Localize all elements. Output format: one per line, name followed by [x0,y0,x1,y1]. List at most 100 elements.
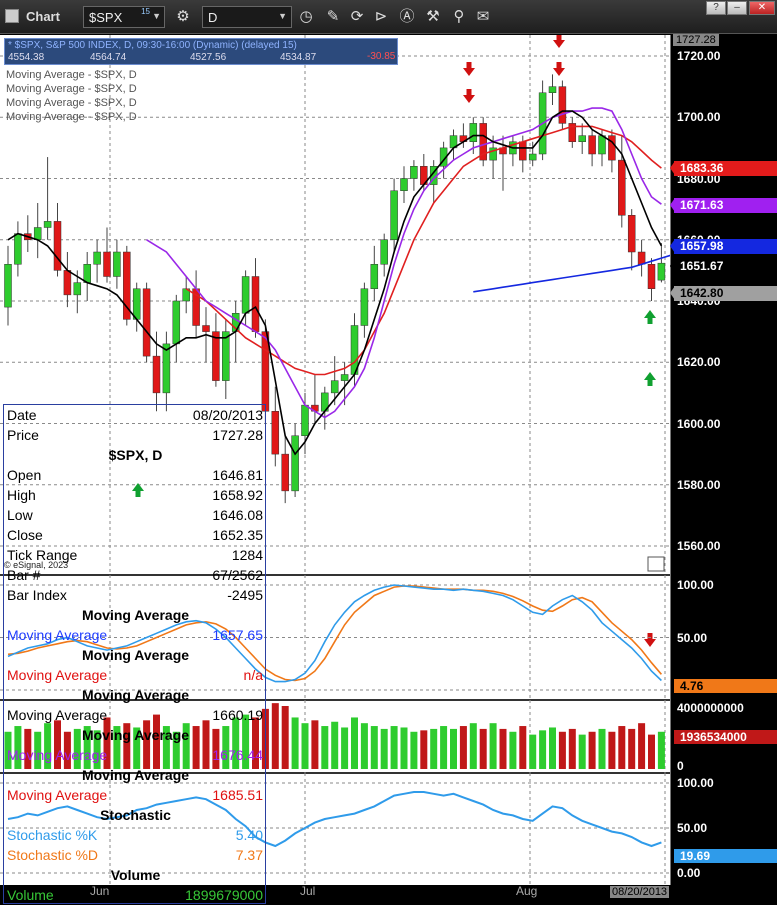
stoch2-tick-label: 50.00 [677,821,708,835]
volume-bar [271,703,279,769]
info-key: Bar Index [7,587,67,603]
symbol-input[interactable]: $SPX 15 ▼ [83,6,165,28]
candle-body [528,153,537,161]
info-section-header: Moving Average [81,687,190,703]
volume-bar [63,731,71,769]
candle-body [598,135,606,155]
volume-bar [430,728,438,769]
cursor-date-label: 08/20/2013 [610,886,670,898]
volume-bar [390,726,398,769]
scroll-handle-icon [647,556,665,572]
volume-bar [598,728,606,769]
candle-body [162,343,171,394]
candle-body [301,404,309,436]
stoch-tick-label: 100.00 [677,578,714,592]
ma-legend-2: Moving Average - $SPX, D [6,83,137,95]
buy-arrow-icon-stem [647,380,653,386]
ma-legend-3: Moving Average - $SPX, D [6,97,137,109]
info-value: 1727.28 [212,427,263,443]
price-marker-label: 1671.63 [670,198,777,213]
info-row: Bar Index -2495 [4,585,265,605]
info-row: Moving Average 1660.19 [4,705,265,725]
chevron-down-icon[interactable]: ▼ [278,11,287,21]
volume-bar [311,720,319,769]
info-row: Stochastic %D 7.37 [4,845,265,865]
help-button[interactable]: ? [706,1,726,15]
volume-bar [380,728,388,769]
info-key: Tick Range [7,547,78,563]
pencil-icon[interactable]: ✎ [326,8,340,25]
price-marker-label: 1651.67 [670,259,777,274]
chart-plot-area[interactable] [0,35,670,885]
candle-body [548,86,557,93]
candle-body [14,233,22,265]
volume-bar [172,731,180,769]
info-key: Open [7,467,42,483]
candle-body [251,276,260,332]
info-value: 1685.51 [212,787,263,803]
volume-bar [331,721,339,769]
volume-bar [568,728,576,769]
price-axis[interactable]: 1727.281720.001700.001680.001660.001640.… [670,34,777,885]
clock-icon[interactable]: ◷ [299,8,313,25]
info-value: 08/20/2013 [192,407,263,423]
comment-icon[interactable]: ✉ [476,8,490,25]
legend-high: 4564.74 [90,52,127,63]
pin-icon[interactable]: ⚲ [453,8,465,25]
candle-body [212,331,220,381]
tools-icon[interactable]: ⚒ [426,8,440,25]
candle-body [519,141,527,161]
candle-body [152,355,161,394]
info-key: Bar # [7,567,41,583]
info-section-header: Stochastic [100,807,171,823]
candle-body [637,251,646,265]
info-key: Volume [7,887,54,903]
buy-arrow-icon-stem [135,491,141,497]
alert-icon[interactable]: Ⓐ [399,8,415,25]
chart-app-icon [5,9,19,23]
volume-bar [321,726,329,769]
info-row: Bar # 67/2562 [4,565,265,585]
price-tick-label: 1560.00 [677,539,721,553]
legend-low: 4527.56 [190,52,227,63]
link-settings-icon[interactable]: ⚙ [176,8,190,25]
minimize-button[interactable]: – [727,1,747,15]
buy-arrow-icon-stem [647,318,653,324]
volume-bar [558,731,566,769]
info-row: Moving Average 1685.51 [4,785,265,805]
info-row: Moving Average 1657.65 [4,625,265,645]
window-title: Chart [26,9,60,24]
sell-arrow-icon-stem [556,62,562,68]
close-button[interactable]: ✕ [749,1,775,15]
info-row: Moving Average [4,605,265,625]
ma-purple-line [146,107,662,419]
volume-bar [162,726,170,769]
chevron-down-icon[interactable]: ▼ [152,11,161,21]
info-key: High [7,487,36,503]
volume-bar [450,728,457,769]
cycle-icon[interactable]: ⟳ [350,8,364,25]
info-value: 67/2562 [212,567,263,583]
info-row: Volume [4,865,265,885]
candle-body [558,86,567,124]
candle-body [43,221,52,228]
play-icon[interactable]: ⊳ [374,8,388,25]
ma-red-line [185,125,662,376]
info-key: Moving Average [7,627,108,643]
volume-bar [291,717,299,769]
candle-body [340,374,349,381]
price-tick-label: 1580.00 [677,477,721,492]
symbol-legend[interactable]: * $SPX, S&P 500 INDEX, D, 09:30-16:00 (D… [4,38,398,65]
volume-value-label: 1936534000 [674,730,777,744]
volume-bar [192,726,200,769]
info-key: Price [7,427,39,443]
ma-legend-list: Moving Average - $SPX, D Moving Average … [6,68,137,124]
candle-body [400,178,408,191]
candle-body [93,251,101,265]
candle-body [291,435,299,492]
info-value: 1658.92 [212,487,263,503]
volume-bar [242,714,250,769]
info-key: Moving Average [7,747,108,763]
interval-input[interactable]: D ▼ [202,6,292,28]
info-key: Moving Average [7,707,108,723]
